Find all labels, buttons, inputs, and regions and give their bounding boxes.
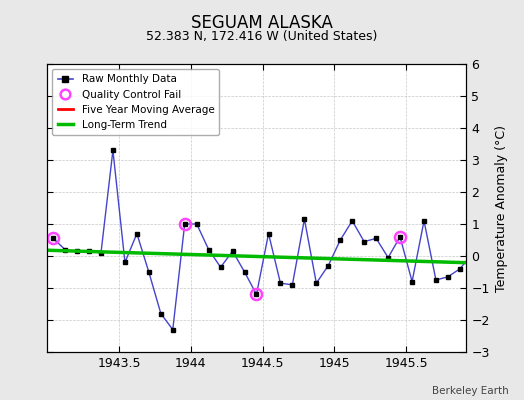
Text: SEGUAM ALASKA: SEGUAM ALASKA: [191, 14, 333, 32]
Text: Berkeley Earth: Berkeley Earth: [432, 386, 508, 396]
Text: 52.383 N, 172.416 W (United States): 52.383 N, 172.416 W (United States): [146, 30, 378, 43]
Legend: Raw Monthly Data, Quality Control Fail, Five Year Moving Average, Long-Term Tren: Raw Monthly Data, Quality Control Fail, …: [52, 69, 220, 135]
Y-axis label: Temperature Anomaly (°C): Temperature Anomaly (°C): [495, 124, 508, 292]
